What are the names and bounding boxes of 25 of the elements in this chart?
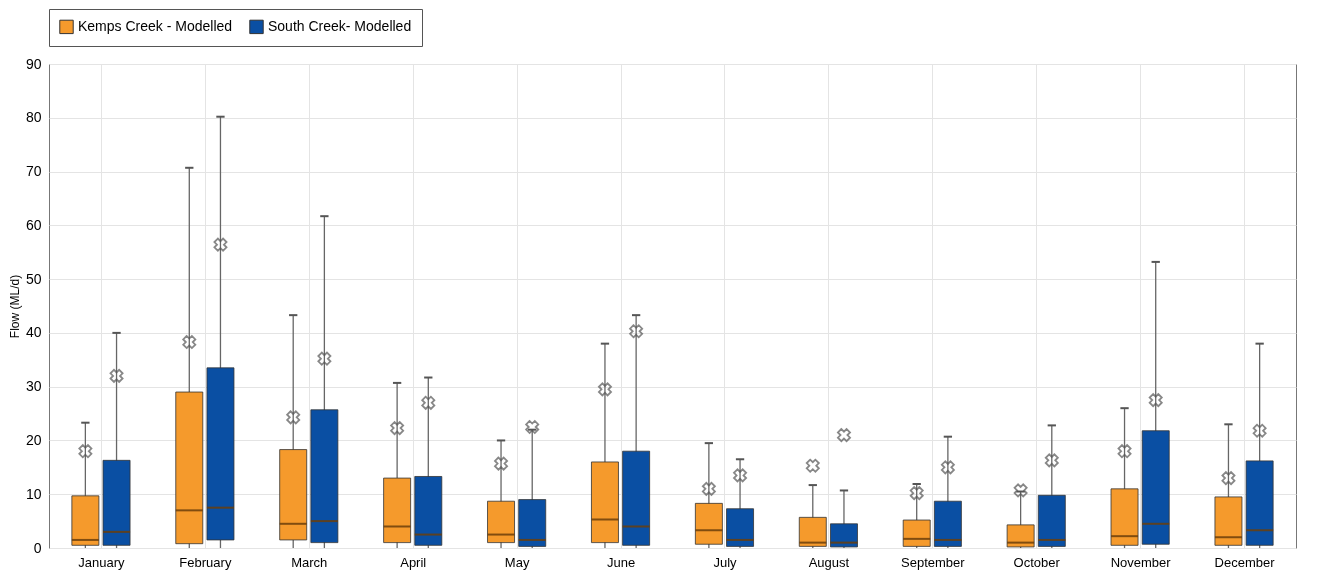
x-tick-label: June (606, 554, 636, 570)
legend-label: Kemps Creek - Modelled (78, 17, 233, 34)
x-tick-label: February (179, 554, 232, 570)
x-tick-label: August (808, 554, 850, 570)
y-axis-title: Flow (ML/d) (7, 274, 22, 339)
y-tick-label: 50 (25, 270, 42, 287)
y-tick-label: 30 (25, 378, 42, 395)
x-tick-label: September (900, 554, 966, 570)
y-tick-label: 0 (33, 539, 42, 556)
x-tick-label: October (1013, 554, 1061, 570)
y-tick-label: 60 (25, 216, 42, 233)
y-tick-label: 40 (25, 324, 42, 341)
y-tick-label: 80 (25, 109, 42, 126)
x-tick-label: July (713, 554, 738, 570)
x-tick-label: March (291, 554, 328, 570)
y-tick-label: 10 (25, 485, 42, 502)
y-tick-label: 20 (25, 431, 42, 448)
x-tick-label: April (400, 554, 427, 570)
x-tick-label: January (78, 554, 126, 570)
y-tick-label: 90 (25, 55, 42, 72)
y-tick-label: 70 (25, 163, 42, 180)
x-tick-label: December (1214, 554, 1276, 570)
x-tick-label: May (504, 554, 530, 570)
x-tick-label: November (1110, 554, 1172, 570)
legend-label: South Creek- Modelled (268, 17, 412, 34)
